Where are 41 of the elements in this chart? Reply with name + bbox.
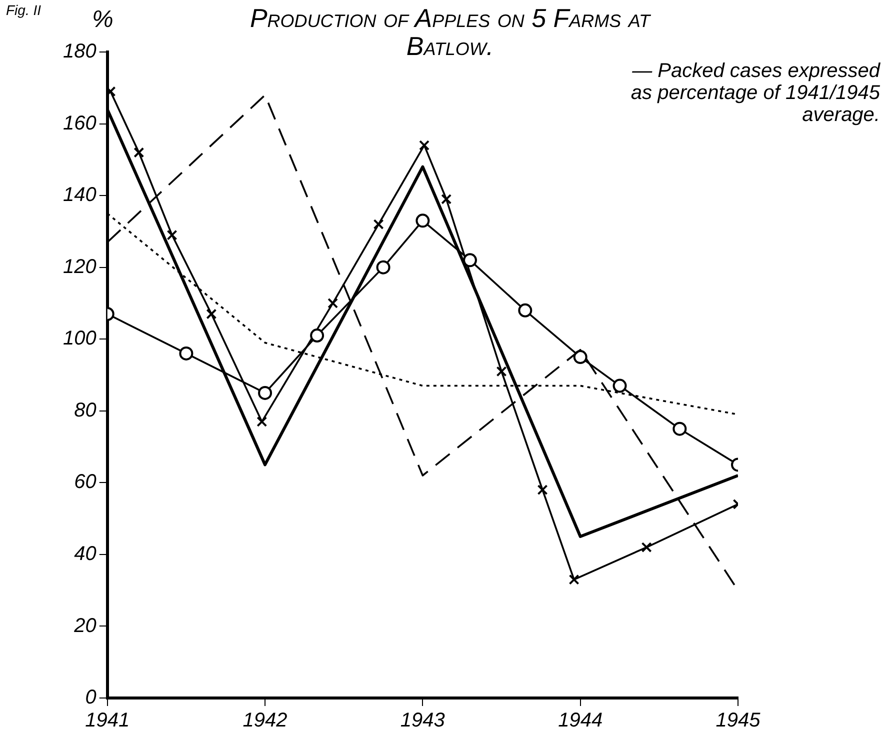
x-tick-label: 1942 xyxy=(242,710,288,732)
y-tick-label: 40 xyxy=(74,543,96,566)
point xyxy=(612,378,627,393)
y-tick-label: 60 xyxy=(74,471,96,494)
point xyxy=(258,386,272,400)
y-tick-label: 20 xyxy=(73,614,96,637)
y-tick-label: 80 xyxy=(74,399,96,422)
point xyxy=(166,230,178,240)
y-tick-label: 100 xyxy=(62,328,96,350)
point xyxy=(518,303,532,318)
point xyxy=(256,416,268,427)
point xyxy=(462,253,477,268)
point xyxy=(328,298,338,308)
chart-title: Production of Apples on 5 Farms at Batlow. xyxy=(248,3,652,61)
x-tick-label: 1944 xyxy=(558,710,603,732)
point xyxy=(672,422,687,436)
point xyxy=(441,194,452,204)
point xyxy=(179,346,194,360)
y-tick-label: 140 xyxy=(62,184,96,206)
point xyxy=(206,308,217,320)
y-tick-label: 120 xyxy=(62,256,96,278)
point xyxy=(537,484,548,496)
y-tick-label: 180 xyxy=(62,40,96,63)
y-tick-label: 160 xyxy=(62,112,96,134)
text: — Packed cases expressed as percentage of 1941/1945 average. xyxy=(630,60,880,126)
x-tick-label: 1943 xyxy=(400,710,445,732)
point xyxy=(641,542,652,553)
point xyxy=(568,574,580,585)
x-tick-label: 1945 xyxy=(716,710,762,732)
point xyxy=(573,350,588,364)
y-tick-label: 0 xyxy=(85,686,96,709)
point xyxy=(134,147,144,158)
point xyxy=(419,140,430,151)
x-tick-label: 1941 xyxy=(85,710,130,732)
point xyxy=(376,260,390,274)
point xyxy=(496,366,507,377)
text: Fig. II xyxy=(6,2,42,18)
point xyxy=(310,328,324,343)
point xyxy=(416,214,430,228)
y-axis-title: % xyxy=(92,6,114,34)
point xyxy=(373,219,384,230)
